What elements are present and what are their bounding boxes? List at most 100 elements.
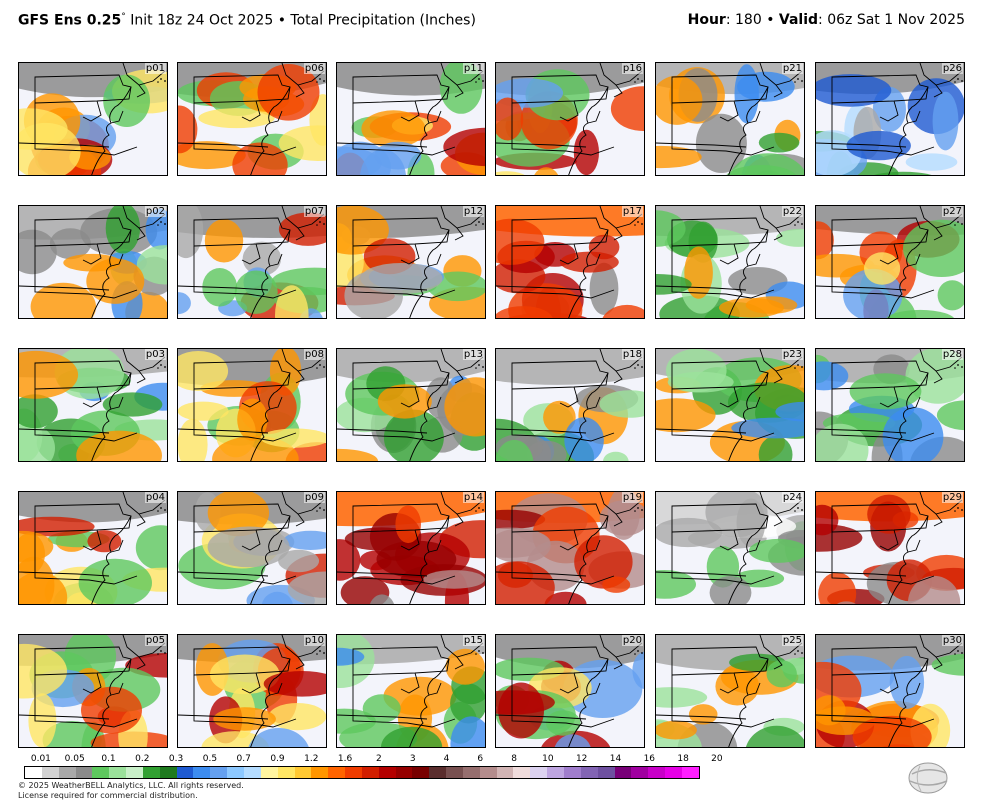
legend-label: 16	[643, 754, 656, 764]
legend-label: 0.7	[236, 754, 251, 764]
legend-swatch	[345, 767, 362, 778]
panel-p09: p09	[177, 491, 327, 605]
panel-label: p17	[621, 206, 643, 217]
panel-label: p22	[781, 206, 803, 217]
globe-icon	[908, 762, 948, 794]
legend-color-bar	[24, 766, 700, 779]
precip-field-p14	[337, 492, 485, 604]
legend-swatch	[665, 767, 682, 778]
panel-p30: p30	[815, 634, 965, 748]
panel-p13: p13	[336, 348, 486, 462]
panel-p20: p20	[495, 634, 645, 748]
legend-swatch	[429, 767, 447, 778]
panel-label: p10	[303, 635, 325, 646]
panel-label: p03	[144, 349, 166, 360]
legend-swatch	[142, 767, 160, 778]
precip-field-p08	[178, 349, 326, 461]
legend-swatch	[479, 767, 497, 778]
precip-field-p19	[496, 492, 644, 604]
hour-value: : 180	[725, 12, 762, 28]
legend-label: 0.1	[101, 754, 116, 764]
legend-swatch	[109, 767, 127, 778]
legend-swatch	[58, 767, 76, 778]
panel-label: p02	[144, 206, 166, 217]
panel-label: p27	[941, 206, 963, 217]
precip-field-p22	[656, 206, 804, 318]
legend-swatch	[564, 767, 581, 778]
legend-label: 12	[575, 754, 588, 764]
panel-p07: p07	[177, 205, 327, 319]
precip-field-p27	[816, 206, 964, 318]
precip-field-p10	[178, 635, 326, 747]
legend-swatch	[210, 767, 228, 778]
precip-field-p11	[337, 63, 485, 175]
legend-label: 0.01	[30, 754, 51, 764]
legend-swatch	[547, 767, 564, 778]
legend-label: 3	[409, 754, 416, 764]
legend-swatch	[277, 767, 295, 778]
legend-swatch	[126, 767, 143, 778]
panel-p22: p22	[655, 205, 805, 319]
precip-field-p05	[19, 635, 167, 747]
legend-labels: 0.01 0.05 0.1 0.2 0.3 0.5 0.7 0.9 1.2 1.6 2 3 4 6 8 10 1…	[0, 754, 984, 766]
panel-p26: p26	[815, 62, 965, 176]
precip-field-p28	[816, 349, 964, 461]
legend-swatch	[193, 767, 211, 778]
legend-label: 1.6	[337, 754, 353, 764]
ensemble-panel-grid: p01 p06 p11 p16 p21 p26 p02 p07 p12 p17 p22 p27 p03 p…	[18, 62, 965, 748]
panel-label: p26	[941, 63, 963, 74]
precip-field-p07	[178, 206, 326, 318]
header-right: Hour: 180 • Valid: 06z Sat 1 Nov 2025	[688, 12, 965, 28]
precip-field-p13	[337, 349, 485, 461]
precip-field-p16	[496, 63, 644, 175]
legend-label: 0.2	[135, 754, 150, 764]
header-bullet-2: •	[766, 12, 775, 28]
precip-field-p12	[337, 206, 485, 318]
legend-label: 14	[609, 754, 622, 764]
copyright-notice: © 2025 WeatherBELL Analytics, LLC. All r…	[18, 781, 244, 801]
panel-p18: p18	[495, 348, 645, 462]
precip-field-p29	[816, 492, 964, 604]
valid-value: : 06z Sat 1 Nov 2025	[818, 12, 965, 28]
panel-label: p23	[781, 349, 803, 360]
panel-label: p13	[462, 349, 484, 360]
precip-field-p23	[656, 349, 804, 461]
panel-p06: p06	[177, 62, 327, 176]
legend-label: 0.9	[270, 754, 285, 764]
panel-label: p12	[462, 206, 484, 217]
panel-label: p01	[144, 63, 166, 74]
precip-field-p20	[496, 635, 644, 747]
panel-label: p30	[941, 635, 963, 646]
legend-swatch	[75, 767, 93, 778]
legend-swatch	[361, 767, 379, 778]
legend-label: 6	[477, 754, 484, 764]
precip-field-p03	[19, 349, 167, 461]
precip-field-p01	[19, 63, 167, 175]
legend-swatch	[580, 767, 598, 778]
panel-label: p05	[144, 635, 166, 646]
legend-swatch	[395, 767, 413, 778]
legend-swatch	[260, 767, 278, 778]
panel-label: p07	[303, 206, 325, 217]
legend-swatch	[378, 767, 396, 778]
panel-p21: p21	[655, 62, 805, 176]
legend-swatch	[294, 767, 312, 778]
panel-p29: p29	[815, 491, 965, 605]
precip-field-p09	[178, 492, 326, 604]
legend-label: 0.5	[202, 754, 218, 764]
panel-label: p16	[621, 63, 643, 74]
legend-swatch	[496, 767, 514, 778]
panel-label: p29	[941, 492, 963, 503]
panel-p12: p12	[336, 205, 486, 319]
legend-label: 20	[711, 754, 723, 764]
precip-field-p18	[496, 349, 644, 461]
panel-label: p11	[462, 63, 484, 74]
precip-field-p17	[496, 206, 644, 318]
legend-swatch	[412, 767, 430, 778]
panel-p28: p28	[815, 348, 965, 462]
panel-label: p24	[781, 492, 803, 503]
panel-p08: p08	[177, 348, 327, 462]
precip-field-p30	[816, 635, 964, 747]
panel-p10: p10	[177, 634, 327, 748]
panel-label: p20	[621, 635, 643, 646]
